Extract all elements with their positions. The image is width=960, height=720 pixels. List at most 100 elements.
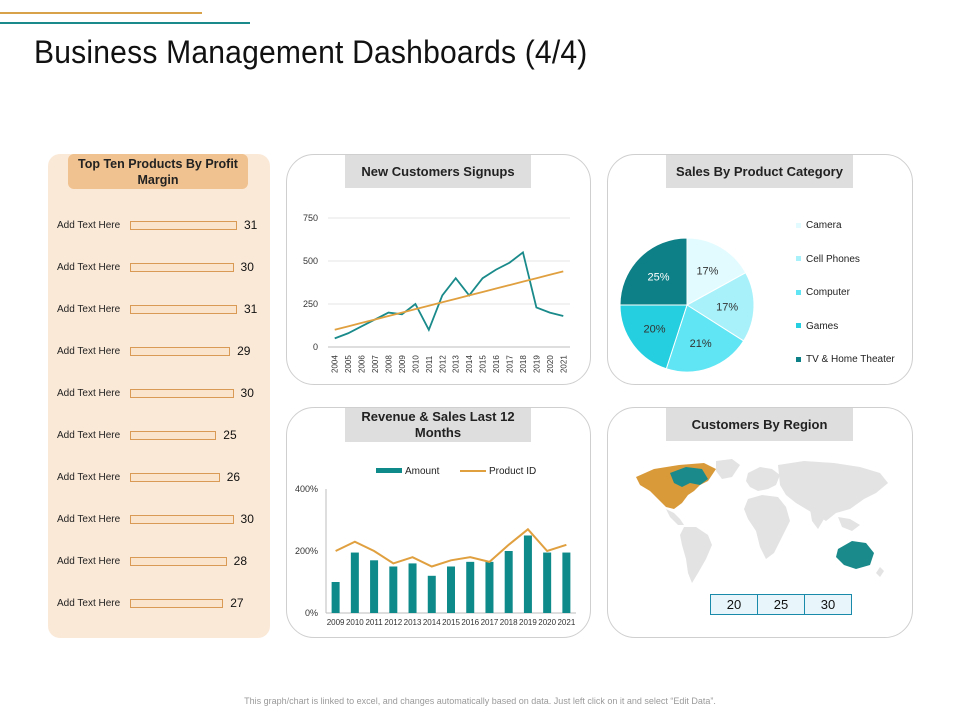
product-label: Add Text Here [57,514,121,525]
page-title: Business Management Dashboards (4/4) [34,34,588,70]
product-value: 29 [237,344,251,358]
revenue-xtick: 2018 [500,618,518,627]
region-header: Customers By Region [666,408,853,441]
signups-xtick: 2019 [532,355,541,373]
revenue-xtick: 2009 [327,618,345,627]
product-value: 30 [240,512,254,526]
product-bar [130,515,234,524]
revenue-ytick: 200% [295,546,318,556]
region-north-america [636,463,716,509]
legend-label: Camera [806,220,842,231]
region-values-table: 20 25 30 [710,594,852,615]
region-greenland [716,459,740,479]
pie-value-label: 21% [690,338,712,350]
pie-value-label: 17% [696,265,718,277]
pie-slice [665,304,745,373]
legend-amount-marker [376,468,402,473]
product-bar [130,557,227,566]
region-australia [836,541,874,569]
pie-value-label: 20% [643,324,665,336]
signups-line-chart: 0 250 500 750 2004 2005 2006 2007 2008 2009 2010 20… [303,213,570,373]
signups-ytick: 0 [313,342,318,352]
signups-xtick: 2016 [492,355,501,373]
pie-legend-item: Cell Phones [796,254,860,265]
product-label: Add Text Here [57,472,121,483]
pie-value-label: 17% [716,301,738,313]
product-value: 28 [233,554,247,568]
region-new-zealand [876,567,884,577]
product-bar [130,599,224,608]
product-value: 25 [223,428,237,442]
revenue-xtick: 2015 [442,618,460,627]
product-value: 31 [244,302,258,316]
signups-xtick: 2006 [358,355,367,373]
world-map-icon [636,459,888,583]
region-europe [746,467,780,491]
revenue-bar [331,582,340,613]
revenue-header: Revenue & Sales Last 12 Months [345,408,531,442]
product-value: 26 [226,470,241,484]
legend-marker [796,222,801,228]
signups-xtick: 2013 [452,355,461,373]
region-canada-east [670,467,708,487]
signups-xtick: 2014 [465,355,474,373]
signups-xtick: 2004 [331,355,340,373]
signups-xtick: 2012 [438,355,447,373]
signups-xtick: 2015 [479,355,488,373]
accent-line-orange [0,12,202,14]
revenue-bar [427,575,436,613]
signups-xtick: 2018 [519,355,528,373]
world-map [636,459,888,583]
product-bar [130,473,220,482]
product-label: Add Text Here [57,556,121,567]
revenue-line [335,527,567,568]
product-value: 30 [240,260,254,274]
legend-label: Games [806,320,839,332]
revenue-bar [408,563,417,613]
revenue-xtick: 2011 [365,618,383,627]
revenue-bar [562,552,571,613]
product-bar [130,431,217,440]
revenue-xtick: 2019 [519,618,537,627]
revenue-bar [389,566,398,613]
signups-xtick: 2008 [385,355,394,373]
product-bar [130,305,237,314]
product-value: 31 [244,218,258,232]
signups-xtick: 2009 [398,355,407,373]
legend-marker [796,356,801,362]
signups-ytick: 750 [303,213,318,223]
revenue-ytick: 0% [305,608,318,618]
revenue-xtick: 2010 [346,618,364,627]
product-label: Add Text Here [57,304,121,315]
legend-label: Cell Phones [806,253,860,265]
revenue-bar [350,552,359,613]
product-bar [130,389,234,398]
revenue-xtick: 2016 [461,618,479,627]
signups-series-line [334,250,564,340]
region-central-america [666,509,684,525]
product-label: Add Text Here [57,346,121,357]
product-label: Add Text Here [57,220,121,231]
pie-legend-item: Camera [796,220,842,231]
signups-xtick: 2021 [559,355,568,373]
product-value: 27 [230,596,244,610]
revenue-xtick: 2014 [423,618,441,627]
revenue-ytick: 400% [295,484,318,494]
pie-legend-item: Games [796,321,838,332]
product-label: Add Text Here [57,430,121,441]
product-bar [130,263,234,272]
region-se-asia [838,517,860,531]
signups-xtick: 2010 [411,355,420,373]
signups-xtick: 2017 [506,355,515,373]
signups-xtick: 2005 [344,355,353,373]
signups-xtick: 2007 [371,355,380,373]
pie-legend-item: Computer [796,287,850,298]
revenue-bar [543,552,552,613]
product-label: Add Text Here [57,598,121,609]
product-label: Add Text Here [57,262,121,273]
revenue-xtick: 2013 [404,618,422,627]
revenue-bar [504,551,513,613]
region-south-america [680,527,712,583]
footer-note: This graph/chart is linked to excel, and… [244,696,716,706]
signups-series-line [334,270,564,331]
